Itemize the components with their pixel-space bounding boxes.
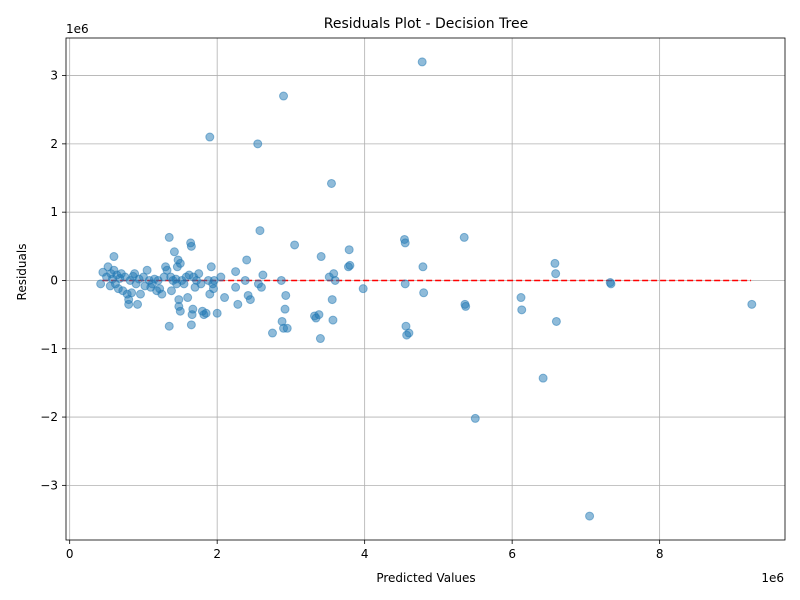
data-point xyxy=(245,295,255,305)
data-point xyxy=(258,270,268,280)
data-point xyxy=(164,232,174,242)
data-point xyxy=(162,265,172,275)
x-tick-label: 8 xyxy=(656,547,664,561)
y-tick-label: 1 xyxy=(50,205,58,219)
x-tick-label: 6 xyxy=(508,547,516,561)
data-point xyxy=(142,265,152,275)
data-point xyxy=(585,511,595,521)
data-point xyxy=(96,279,106,289)
data-point xyxy=(231,267,241,277)
data-point xyxy=(127,288,137,298)
data-point xyxy=(417,57,427,67)
data-point xyxy=(201,308,211,318)
data-point xyxy=(418,262,428,272)
y-tick-label: 3 xyxy=(50,69,58,83)
axes-frame xyxy=(65,37,786,541)
y-tick-label: −1 xyxy=(40,342,58,356)
y-tick-label: 2 xyxy=(50,137,58,151)
data-point xyxy=(194,269,204,279)
data-point xyxy=(169,247,179,257)
data-point xyxy=(400,238,410,248)
grid xyxy=(66,38,785,540)
data-point xyxy=(747,299,757,309)
x-axis-offset-label: 1e6 xyxy=(761,571,784,585)
data-point xyxy=(242,255,252,265)
data-point xyxy=(280,304,290,314)
data-point xyxy=(326,178,336,188)
data-point xyxy=(281,290,291,300)
data-point xyxy=(327,295,337,305)
data-point xyxy=(157,289,167,299)
chart-title: Residuals Plot - Decision Tree xyxy=(324,16,528,32)
data-point xyxy=(166,286,176,296)
y-tick-label: −3 xyxy=(40,478,58,492)
data-point xyxy=(551,316,561,326)
data-point xyxy=(461,301,471,311)
data-point xyxy=(316,252,326,262)
data-point xyxy=(517,305,527,315)
data-point xyxy=(208,284,218,294)
data-point xyxy=(164,321,174,331)
data-point xyxy=(240,275,250,285)
data-point xyxy=(220,293,230,303)
data-point xyxy=(133,299,143,309)
data-point xyxy=(109,252,119,262)
data-point xyxy=(345,260,355,270)
data-point xyxy=(538,373,548,383)
data-point xyxy=(314,310,324,320)
data-point xyxy=(290,240,300,250)
data-point xyxy=(330,275,340,285)
data-point xyxy=(205,132,215,142)
data-point xyxy=(216,272,226,282)
data-point xyxy=(276,275,286,285)
y-axis-label: Residuals xyxy=(15,244,29,301)
data-point xyxy=(186,241,196,251)
data-point xyxy=(255,226,265,236)
y-axis-offset-label: 1e6 xyxy=(66,22,89,36)
data-point xyxy=(212,308,222,318)
data-point xyxy=(186,320,196,330)
y-axis-ticks: −3 −2 −1 0 1 2 3 xyxy=(40,69,66,492)
data-point xyxy=(188,304,198,314)
data-point xyxy=(233,299,243,309)
data-point xyxy=(282,323,292,333)
data-point xyxy=(550,258,560,268)
y-tick-label: 0 xyxy=(50,273,58,287)
x-tick-label: 2 xyxy=(213,547,221,561)
data-point xyxy=(175,306,185,316)
data-point xyxy=(256,282,266,292)
x-axis-label: Predicted Values xyxy=(376,571,475,585)
y-tick-label: −2 xyxy=(40,410,58,424)
data-point xyxy=(183,293,193,303)
data-point xyxy=(175,258,185,268)
data-points xyxy=(96,57,757,521)
data-point xyxy=(315,334,325,344)
data-point xyxy=(419,288,429,298)
data-point xyxy=(470,413,480,423)
data-point xyxy=(404,328,414,338)
data-point xyxy=(135,289,145,299)
data-point xyxy=(459,232,469,242)
data-point xyxy=(328,315,338,325)
x-tick-label: 4 xyxy=(361,547,369,561)
data-point xyxy=(253,139,263,149)
data-point xyxy=(267,328,277,338)
data-point xyxy=(400,279,410,289)
data-point xyxy=(358,284,368,294)
data-point xyxy=(231,282,241,292)
data-point xyxy=(606,279,616,289)
data-point xyxy=(344,245,354,255)
data-point xyxy=(516,293,526,303)
x-axis-ticks: 0 2 4 6 8 xyxy=(66,540,664,561)
data-point xyxy=(196,279,206,289)
data-point xyxy=(206,262,216,272)
data-point xyxy=(551,269,561,279)
data-point xyxy=(279,91,289,101)
x-tick-label: 0 xyxy=(66,547,74,561)
